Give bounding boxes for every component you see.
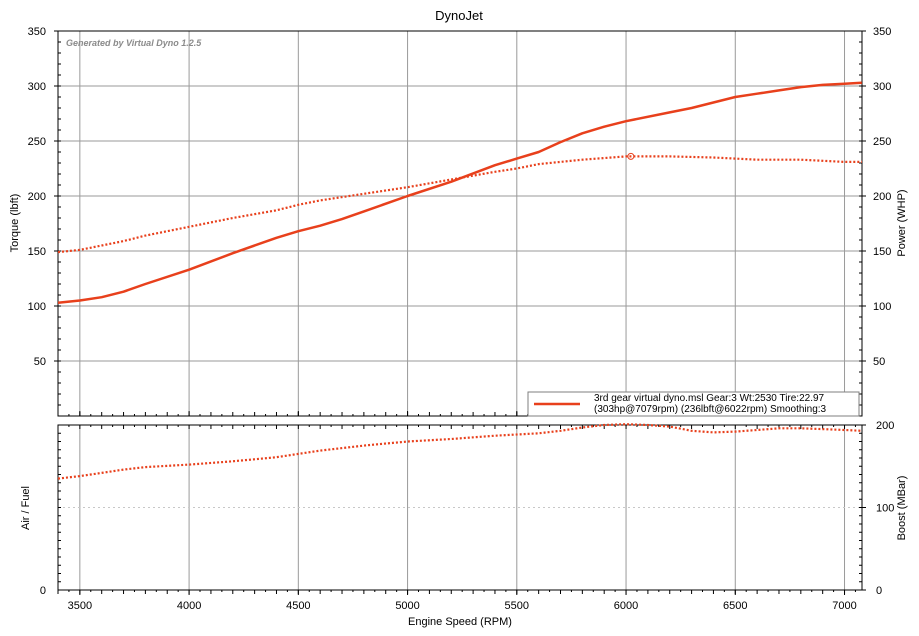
boost-tick-label: 100 [876, 503, 894, 515]
x-tick-label: 3500 [68, 600, 92, 612]
boost-series-line [57, 423, 863, 480]
x-axis-label: Engine Speed (RPM) [408, 616, 512, 628]
x-tick-label: 5000 [395, 600, 419, 612]
legend: 3rd gear virtual dyno.msl Gear:3 Wt:2530… [527, 391, 860, 417]
torque-axis-label: Torque (lbft) [9, 194, 21, 253]
x-tick-label: 4000 [177, 600, 201, 612]
y-tick-label-left: 300 [28, 81, 46, 93]
torque-series-line [57, 81, 862, 304]
boost-tick-label: 200 [876, 420, 894, 432]
y-tick-label-right: 300 [873, 81, 891, 93]
legend-box [527, 391, 860, 417]
boost-axis-label: Boost (MBar) [896, 476, 908, 541]
y-tick-label-right: 100 [873, 301, 891, 313]
airfuel-boost-grid [58, 424, 862, 590]
airfuel-tick-label: 0 [40, 585, 46, 597]
x-tick-label: 4500 [286, 600, 310, 612]
y-tick-label-left: 100 [28, 301, 46, 313]
power-axis-label: Power (WHP) [896, 189, 908, 256]
y-tick-label-right: 50 [873, 356, 885, 368]
airfuel-axis-label: Air / Fuel [20, 486, 32, 530]
y-tick-label-left: 50 [34, 356, 46, 368]
power-series-line [57, 155, 862, 254]
airfuel-boost-ticks: 3500 4000 4500 5000 5500 6000 6500 7000 0 100 200 0 [40, 420, 894, 612]
y-tick-label-right: 200 [873, 191, 891, 203]
y-tick-label-left: 250 [28, 136, 46, 148]
airfuel-boost-series [57, 423, 863, 480]
peak-marker [627, 152, 635, 160]
chart-title: DynoJet [435, 8, 483, 23]
x-tick-label: 6000 [614, 600, 638, 612]
y-tick-label-right: 150 [873, 246, 891, 258]
y-tick-label-left: 350 [28, 26, 46, 38]
x-tick-label: 5500 [505, 600, 529, 612]
watermark: Generated by Virtual Dyno 1.2.5 [66, 38, 202, 48]
x-tick-label: 6500 [723, 600, 747, 612]
y-tick-label-right: 250 [873, 136, 891, 148]
torque-power-ticks: 50 50 100 100 150 150 200 200 250 250 300 300 350 350 [28, 26, 891, 416]
torque-power-series [57, 81, 862, 304]
torque-power-frame [57, 30, 863, 417]
y-tick-label-right: 350 [873, 26, 891, 38]
boost-tick-label: 0 [876, 585, 882, 597]
x-tick-label: 7000 [832, 600, 856, 612]
legend-line-2: (303hp@7079rpm) (236lbft@6022rpm) Smooth… [594, 404, 827, 415]
torque-power-grid [58, 31, 862, 416]
y-tick-label-left: 200 [28, 191, 46, 203]
y-tick-label-left: 150 [28, 246, 46, 258]
legend-line-1: 3rd gear virtual dyno.msl Gear:3 Wt:2530… [594, 393, 825, 404]
